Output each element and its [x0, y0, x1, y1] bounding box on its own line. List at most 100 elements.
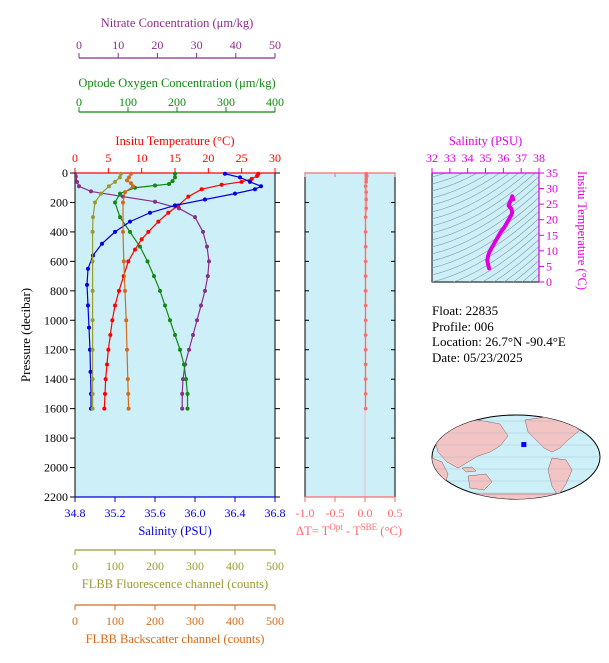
- float-id: Float: 22835: [432, 303, 499, 318]
- fluorescence-point: [90, 318, 95, 323]
- delta-point: [364, 206, 369, 211]
- oxygen-point: [153, 183, 157, 188]
- oxygen-point: [185, 406, 190, 411]
- temperature-tick-label: 5: [105, 151, 111, 165]
- oxygen-tick-label: 200: [168, 95, 186, 109]
- delta-point: [364, 197, 369, 202]
- salinity-point: [238, 175, 242, 180]
- salinity-tick-label: 36.0: [185, 506, 206, 520]
- y-tick-label: 1000: [44, 313, 68, 327]
- ts-x-tick-label: 35: [480, 151, 492, 165]
- density-contour: [512, 260, 539, 282]
- nitrate-point: [205, 244, 209, 249]
- density-contour: [452, 225, 539, 282]
- salinity-point: [248, 179, 252, 184]
- oxygen-tick-label: 300: [217, 95, 235, 109]
- oxygen-point: [178, 347, 182, 352]
- nitrate-point: [153, 199, 157, 204]
- temperature-point: [255, 173, 259, 178]
- density-contour: [432, 204, 539, 269]
- delta-point: [363, 362, 368, 367]
- temperature-point: [199, 187, 204, 192]
- nitrate-tick-label: 0: [76, 38, 82, 52]
- date: Date: 05/23/2025: [432, 349, 523, 365]
- continent-islands: [461, 466, 477, 473]
- backscatter-point: [127, 175, 131, 180]
- delta-point: [364, 190, 369, 194]
- backscatter-point: [121, 200, 125, 205]
- nitrate-tick-label: 30: [191, 38, 203, 52]
- temperature-point: [108, 333, 113, 337]
- nitrate-point: [181, 377, 185, 382]
- temperature-point: [156, 219, 161, 224]
- continent-australia: [467, 473, 493, 491]
- salinity-point: [203, 197, 207, 202]
- ts-y-axis-title: Insitu Temperature (°C): [575, 171, 589, 290]
- nitrate-point: [199, 303, 203, 308]
- oxygen-axis-title: Optode Oxygen Concentration (μm/kg): [78, 76, 275, 90]
- fluorescence-point: [90, 391, 95, 396]
- salinity-point: [148, 210, 152, 215]
- oxygen-point: [163, 303, 167, 308]
- density-contour: [432, 173, 464, 185]
- delta-point: [363, 377, 368, 381]
- oxygen-point: [128, 229, 132, 234]
- ts-x-tick-label: 38: [533, 151, 545, 165]
- nitrate-profile-line: [75, 173, 210, 409]
- salinity-point: [86, 303, 90, 308]
- fluorescence-point: [90, 377, 95, 382]
- salinity-tick-label: 36.8: [265, 506, 286, 520]
- backscatter-point: [126, 406, 131, 411]
- fluorescence-tick-label: 300: [186, 559, 204, 573]
- density-contour: [493, 246, 539, 282]
- ts-curve: [485, 194, 516, 271]
- y-tick-label: 2200: [44, 490, 68, 504]
- delta-point: [365, 174, 369, 178]
- temperature-tick-label: 25: [236, 151, 248, 165]
- backscatter-tick-label: 100: [106, 614, 124, 628]
- density-contour: [432, 211, 539, 276]
- backscatter-tick-label: 300: [186, 614, 204, 628]
- delta-x-tick-label: 0.0: [358, 506, 373, 520]
- y-tick-label: 600: [50, 254, 68, 268]
- ts-x-tick-label: 34: [462, 151, 474, 165]
- density-contour: [432, 173, 490, 199]
- temperature-point: [105, 362, 109, 367]
- density-contour: [432, 183, 539, 248]
- y-tick-label: 400: [50, 225, 68, 239]
- profile-number: Profile: 006: [432, 318, 494, 334]
- backscatter-point: [124, 318, 129, 323]
- y-tick-label: 2000: [44, 461, 68, 475]
- y-axis-label: Pressure (decibar): [18, 288, 33, 382]
- ts-y-tick-label: 10: [546, 244, 558, 258]
- temperature-point: [103, 377, 108, 382]
- backscatter-point: [121, 259, 126, 264]
- temperature-point: [102, 406, 107, 411]
- ts-y-tick-label: 25: [546, 197, 558, 211]
- ts-y-tick-label: 35: [546, 166, 558, 180]
- temperature-point: [186, 194, 191, 199]
- nitrate-point: [75, 179, 79, 184]
- fluorescence-point: [90, 229, 95, 234]
- ts-x-tick-label: 37: [515, 151, 527, 165]
- density-contour: [432, 197, 539, 262]
- ts-x-tick-label: 36: [497, 151, 509, 165]
- fluorescence-point: [113, 179, 117, 184]
- temperature-point: [139, 237, 144, 242]
- fluorescence-tick-label: 500: [266, 559, 284, 573]
- fluorescence-point: [90, 406, 95, 411]
- ts-y-tick-label: 0: [546, 275, 552, 289]
- backscatter-tick-label: 200: [146, 614, 164, 628]
- y-tick-label: 1800: [44, 431, 68, 445]
- density-contour: [432, 218, 539, 282]
- nitrate-point: [205, 274, 210, 279]
- temperature-point: [146, 229, 151, 234]
- location: Location: 26.7°N -90.4°E: [432, 334, 566, 349]
- delta-x-tick-label: 0.5: [388, 506, 403, 520]
- continent-antarctica: [439, 493, 600, 499]
- backscatter-point: [121, 229, 125, 234]
- fluorescence-tick-label: 100: [106, 559, 124, 573]
- density-contour: [530, 274, 539, 282]
- delta-point: [363, 392, 368, 396]
- backscatter-point: [126, 391, 131, 396]
